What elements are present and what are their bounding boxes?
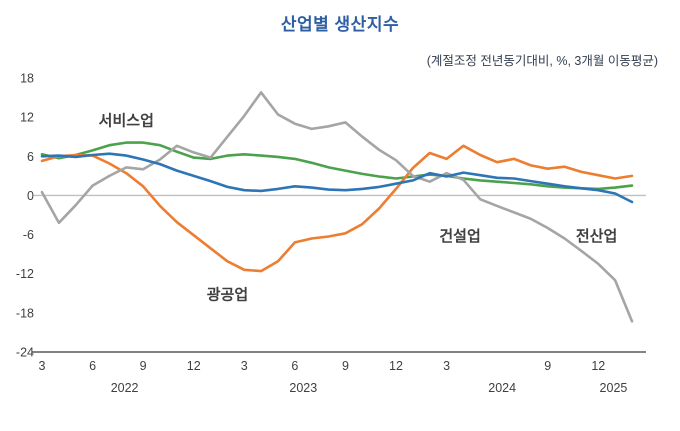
chart-subtitle: (계절조정 전년동기대비, %, 3개월 이동평균) (426, 54, 658, 68)
year-label: 2023 (289, 381, 317, 395)
series-label-all: 전산업 (576, 228, 617, 245)
x-tick-label: 9 (544, 359, 551, 373)
y-tick-label: 12 (20, 111, 34, 125)
y-tick-label: 0 (27, 189, 34, 203)
y-tick-label: -24 (16, 346, 34, 360)
y-tick-label: -12 (16, 267, 34, 281)
series-label-services: 서비스업 (99, 112, 154, 129)
series-line-services (40, 141, 634, 191)
series-label-mining: 광공업 (207, 286, 248, 304)
x-tick-label: 6 (89, 359, 96, 373)
x-tick-label: 3 (241, 359, 248, 373)
x-tick-label: 3 (443, 359, 450, 373)
year-label: 2025 (600, 381, 628, 395)
y-tick-label: 6 (27, 150, 34, 164)
series-line-construction (40, 91, 634, 323)
year-label: 2024 (488, 381, 516, 395)
x-tick-label: 6 (291, 359, 298, 373)
x-tick-label: 3 (39, 359, 46, 373)
y-tick-label: -6 (23, 228, 34, 242)
x-tick-label: 9 (342, 359, 349, 373)
year-label: 2022 (111, 381, 139, 395)
y-tick-label: -18 (16, 306, 34, 320)
series-line-all (40, 152, 634, 204)
series-label-construction: 건설업 (439, 228, 480, 245)
chart-title: 산업별 생산지수 (280, 15, 400, 34)
x-tick-label: 9 (140, 359, 147, 373)
x-tick-label: 12 (389, 359, 403, 373)
x-tick-label: 12 (591, 359, 605, 373)
x-tick-label: 12 (187, 359, 201, 373)
series-line-mining (40, 144, 634, 273)
y-tick-label: 18 (20, 72, 34, 86)
